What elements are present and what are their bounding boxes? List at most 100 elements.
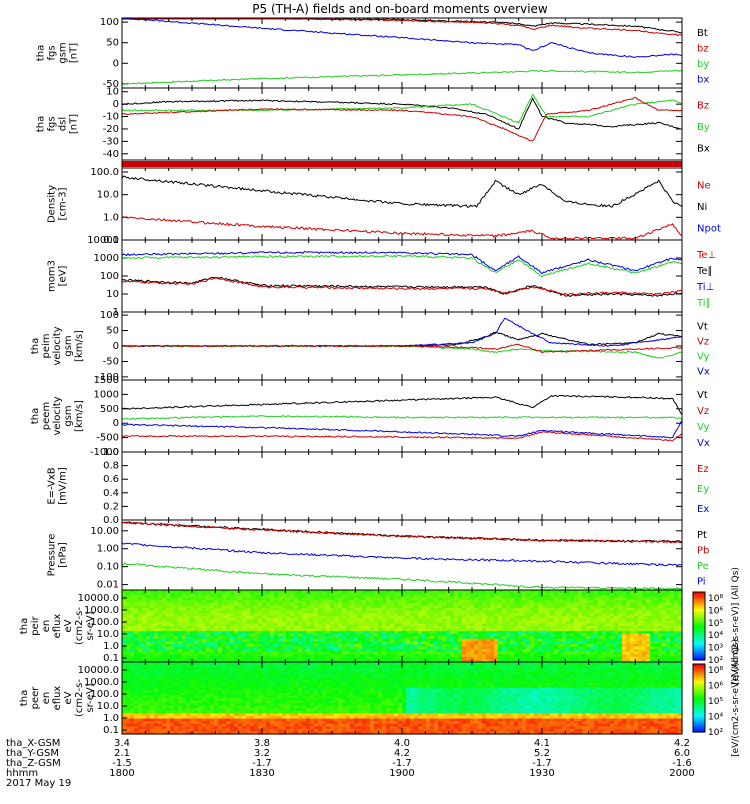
legend-entry: Vy — [697, 352, 710, 363]
y-tick-label: 0 — [113, 341, 119, 352]
y-axis-label: gsm — [58, 42, 69, 63]
panel-frame — [122, 240, 682, 312]
y-axis-label: [nPa] — [58, 542, 69, 568]
y-tick-label: 0.01 — [97, 580, 119, 591]
y-axis-label: mom3 — [47, 260, 58, 292]
legend-entry: Ex — [697, 504, 709, 515]
legend-entry: Te⊥ — [696, 250, 716, 261]
y-axis-label: gsm — [63, 405, 74, 426]
y-tick-label: 1000 — [94, 253, 119, 264]
y-tick-label: 0 — [113, 418, 119, 429]
y-tick-label: 0 — [113, 58, 119, 69]
legend-entry: Vx — [697, 438, 710, 449]
legend-entry: Bt — [697, 28, 708, 39]
y-axis-label: sr-eV) — [85, 611, 96, 640]
series-line-Pi — [122, 543, 682, 566]
colorbar-tick: 10³ — [708, 644, 723, 654]
y-tick-label: 1.00 — [97, 544, 119, 555]
y-tick-label: 10 — [106, 87, 119, 98]
y-tick-label: 0 — [113, 99, 119, 110]
plot-title: P5 (TH-A) fields and on-board moments ov… — [252, 2, 548, 16]
y-axis-label: [nT] — [69, 114, 80, 134]
legend-entry: bz — [697, 43, 709, 54]
y-tick-label: 0.1 — [103, 653, 119, 664]
legend-entry: Vx — [697, 367, 710, 378]
y-axis-label: E=-VxB — [47, 467, 58, 504]
y-tick-label: 0.8 — [103, 461, 119, 472]
y-tick-label: 100.0 — [90, 167, 119, 178]
y-tick-label: 1.0 — [103, 641, 119, 652]
panel-frame — [122, 88, 682, 160]
y-axis-label: fgs — [47, 45, 58, 60]
panel-frame — [122, 380, 682, 452]
y-tick-label: -20 — [103, 124, 119, 135]
legend-entry: Pb — [697, 545, 709, 556]
y-axis-label: tha — [19, 618, 30, 634]
y-axis-label: Density — [47, 185, 58, 223]
panel-frame — [122, 452, 682, 520]
legend-entry: Ey — [697, 484, 709, 495]
y-axis-label: [eV] — [58, 266, 69, 287]
y-axis-label: tha — [36, 116, 47, 132]
colorbar-tick: 10⁶ — [708, 606, 723, 616]
flag-bar — [122, 161, 682, 167]
y-tick-label: 500 — [100, 404, 119, 415]
y-tick-label: -30 — [103, 136, 119, 147]
legend-entry: Vy — [697, 422, 710, 433]
y-axis-label: [cm-3] — [58, 187, 69, 220]
series-line-Vt — [122, 332, 682, 346]
y-tick-label: 1500 — [94, 375, 119, 386]
y-axis-label: gsm — [63, 335, 74, 356]
legend-entry: Vt — [697, 390, 708, 401]
series-line-Ni — [122, 176, 682, 207]
legend-entry: Bz — [697, 101, 709, 112]
y-tick-label: 10000 — [87, 235, 119, 246]
y-axis-label: peir — [30, 615, 41, 635]
legend-entry: Ti∥ — [696, 298, 711, 309]
y-tick-label: 10000.0 — [78, 593, 119, 604]
legend-entry: Pt — [697, 530, 707, 541]
series-line-Vz — [122, 432, 682, 441]
y-axis-label: Pressure — [47, 534, 58, 577]
legend-entry: Te∥ — [696, 266, 713, 277]
legend-entry: Ez — [697, 464, 709, 475]
y-tick-label: 0.0 — [103, 515, 119, 526]
y-tick-label: 10.00 — [90, 526, 119, 537]
y-axis-label: [km/s] — [74, 400, 85, 432]
legend-entry: by — [697, 59, 709, 70]
legend-entry: Pe — [697, 561, 709, 572]
y-axis-label: fgs — [47, 116, 58, 131]
series-line-Vy — [122, 416, 682, 420]
legend-entry: Vz — [697, 406, 709, 417]
legend-entry: Ne — [697, 181, 711, 192]
y-tick-label: 100 — [100, 310, 119, 321]
colorbar-tick: 10⁴ — [708, 631, 723, 641]
y-tick-label: 1.0 — [103, 212, 119, 223]
y-axis-label: eflux — [52, 614, 63, 639]
y-tick-label: 10.0 — [97, 629, 119, 640]
panel-p3 — [122, 160, 682, 168]
legend-entry: bx — [697, 74, 709, 85]
y-tick-label: 50 — [106, 326, 119, 337]
y-tick-label: 100 — [100, 17, 119, 28]
y-tick-label: 0.2 — [103, 501, 119, 512]
y-tick-label: 10.0 — [97, 190, 119, 201]
y-axis-label: tha — [30, 338, 41, 354]
series-line-By — [122, 94, 682, 123]
y-axis-label: dsl — [58, 117, 69, 131]
y-tick-label: 0.6 — [103, 474, 119, 485]
y-tick-label: -10 — [103, 112, 119, 123]
series-line-Vx — [122, 318, 682, 346]
y-axis-label: peem — [41, 402, 52, 430]
y-axis-label: [nT] — [69, 43, 80, 63]
y-tick-label: 0.4 — [103, 488, 119, 499]
y-tick-label: 1.0 — [103, 447, 119, 458]
